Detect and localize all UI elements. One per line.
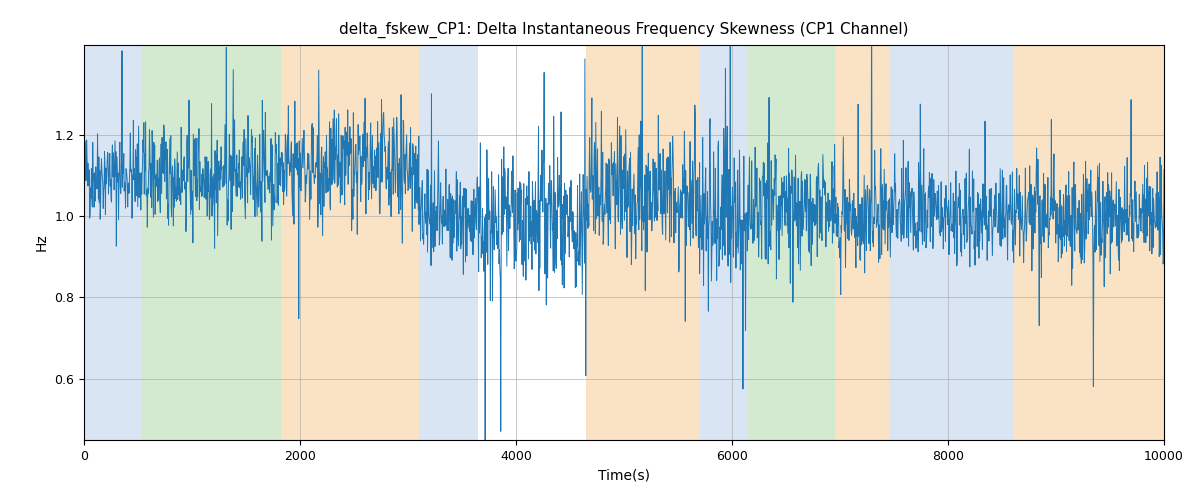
Bar	[142, 45, 281, 440]
Bar	[888, 45, 1013, 440]
Bar	[84, 45, 142, 440]
Bar	[700, 45, 749, 440]
Title: delta_fskew_CP1: Delta Instantaneous Frequency Skewness (CP1 Channel): delta_fskew_CP1: Delta Instantaneous Fre…	[340, 22, 908, 38]
X-axis label: Time(s): Time(s)	[598, 468, 650, 482]
Bar	[281, 45, 419, 440]
Bar	[835, 45, 888, 440]
Bar	[1013, 45, 1175, 440]
Bar	[749, 45, 835, 440]
Bar	[419, 45, 478, 440]
Bar	[587, 45, 700, 440]
Y-axis label: Hz: Hz	[35, 234, 49, 252]
